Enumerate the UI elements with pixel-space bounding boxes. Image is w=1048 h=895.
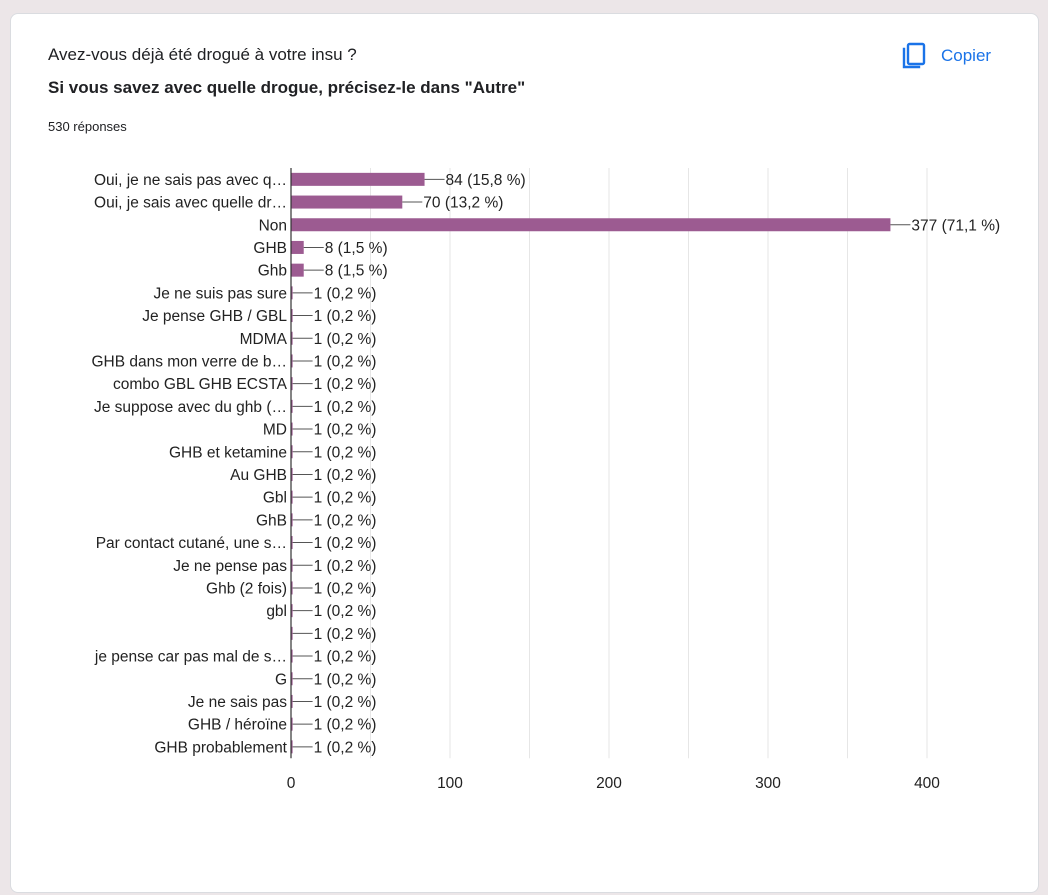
response-count: 530 réponses: [48, 119, 127, 134]
data-label: 70 (13,2 %): [423, 195, 503, 212]
data-label: 1 (0,2 %): [314, 626, 377, 643]
category-label: Je ne sais pas: [188, 694, 287, 711]
bar: [291, 740, 293, 754]
data-label: 84 (15,8 %): [446, 172, 526, 189]
category-label: Oui, je ne sais pas avec q…: [94, 172, 287, 189]
data-label: 1 (0,2 %): [314, 603, 377, 620]
bar: [291, 694, 293, 708]
category-label: GhB: [256, 512, 287, 529]
data-label: 1 (0,2 %): [314, 580, 377, 597]
bar: [291, 626, 293, 640]
data-label: 1 (0,2 %): [314, 512, 377, 529]
bar: [291, 581, 293, 595]
category-label: GHB et ketamine: [169, 444, 287, 461]
category-label: Au GHB: [230, 467, 287, 484]
bar: [291, 604, 293, 618]
category-label: gbl: [266, 603, 287, 620]
bar: [291, 649, 293, 663]
category-label: Par contact cutané, une s…: [96, 535, 287, 552]
category-label: Je ne pense pas: [173, 558, 287, 575]
question-title: Avez-vous déjà été drogué à votre insu ?: [48, 45, 357, 64]
data-label: 1 (0,2 %): [314, 671, 377, 688]
category-label: Ghb (2 fois): [206, 580, 287, 597]
category-label: MDMA: [240, 331, 288, 348]
bar: [291, 331, 293, 345]
category-label: Je pense GHB / GBL: [142, 308, 287, 325]
data-label: 1 (0,2 %): [314, 649, 377, 666]
data-label: 1 (0,2 %): [314, 694, 377, 711]
data-label: 1 (0,2 %): [314, 739, 377, 756]
bar: [291, 399, 293, 413]
copy-icon: [901, 42, 927, 70]
data-label: 1 (0,2 %): [314, 422, 377, 439]
category-label: je pense car pas mal de s…: [94, 649, 287, 666]
data-label: 1 (0,2 %): [314, 399, 377, 416]
data-label: 8 (1,5 %): [325, 263, 388, 280]
category-label: Non: [259, 217, 287, 234]
data-label: 1 (0,2 %): [314, 558, 377, 575]
data-label: 1 (0,2 %): [314, 308, 377, 325]
bar: [291, 422, 293, 436]
data-label: 1 (0,2 %): [314, 353, 377, 370]
data-label: 1 (0,2 %): [314, 331, 377, 348]
copy-label: Copier: [941, 46, 992, 65]
data-label: 1 (0,2 %): [314, 717, 377, 734]
bar: [291, 263, 304, 277]
bar: [291, 240, 304, 254]
x-tick-label: 100: [437, 775, 463, 792]
data-label: 377 (71,1 %): [911, 217, 1000, 234]
category-label: MD: [263, 422, 287, 439]
category-label: Ghb: [258, 263, 287, 280]
category-label: Je ne suis pas sure: [153, 285, 287, 302]
category-label: Je suppose avec du ghb (…: [94, 399, 287, 416]
copy-button[interactable]: Copier: [901, 41, 991, 71]
data-label: 1 (0,2 %): [314, 285, 377, 302]
bar: [291, 218, 891, 232]
data-label: 1 (0,2 %): [314, 444, 377, 461]
question-subtitle: Si vous savez avec quelle drogue, précis…: [48, 78, 526, 97]
bar: [291, 490, 293, 504]
category-label: combo GBL GHB ECSTA: [113, 376, 288, 393]
data-label: 1 (0,2 %): [314, 376, 377, 393]
bar: [291, 467, 293, 481]
bar: [291, 195, 403, 209]
x-tick-label: 200: [596, 775, 622, 792]
x-tick-label: 400: [914, 775, 940, 792]
category-label: GHB: [253, 240, 287, 257]
bar: [291, 309, 293, 323]
data-label: 1 (0,2 %): [314, 467, 377, 484]
bar: [291, 558, 293, 572]
category-label: GHB probablement: [154, 739, 287, 756]
data-label: 1 (0,2 %): [314, 490, 377, 507]
category-label: Oui, je sais avec quelle dr…: [94, 195, 287, 212]
category-label: G: [275, 671, 287, 688]
bar: [291, 377, 293, 391]
bar: [291, 445, 293, 459]
data-label: 1 (0,2 %): [314, 535, 377, 552]
bar: [291, 717, 293, 731]
category-label: GHB dans mon verre de b…: [91, 353, 287, 370]
category-label: GHB / héroïne: [188, 717, 287, 734]
data-label: 8 (1,5 %): [325, 240, 388, 257]
bar: [291, 172, 425, 186]
category-label: Gbl: [263, 490, 287, 507]
bar: [291, 672, 293, 686]
x-tick-label: 0: [287, 775, 296, 792]
x-tick-label: 300: [755, 775, 781, 792]
bar: [291, 286, 293, 300]
bar: [291, 513, 293, 527]
chart-card: Avez-vous déjà été drogué à votre insu ?…: [10, 13, 1039, 893]
bar: [291, 354, 293, 368]
bar: [291, 536, 293, 550]
